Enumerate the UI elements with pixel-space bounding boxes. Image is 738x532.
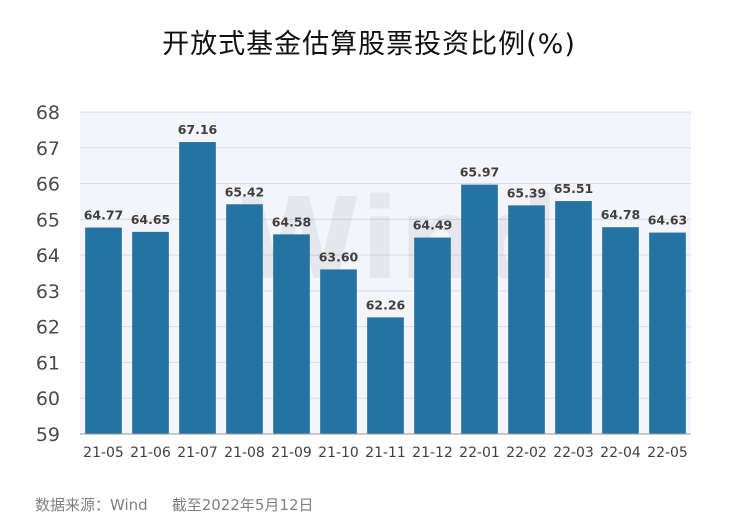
x-tick-label: 22-02 xyxy=(506,445,547,461)
y-tick-label: 67 xyxy=(36,138,60,160)
bar-value-label: 64.78 xyxy=(601,207,641,222)
x-tick-label: 21-11 xyxy=(365,445,406,461)
bar xyxy=(414,237,451,434)
bar xyxy=(649,232,686,434)
bar-value-label: 64.58 xyxy=(272,214,312,229)
bar xyxy=(132,231,169,434)
source-note: 数据来源：Wind 截至2022年5月12日 xyxy=(35,494,314,515)
bar-value-label: 62.26 xyxy=(366,297,406,312)
y-tick-label: 61 xyxy=(36,352,60,374)
x-tick-label: 21-05 xyxy=(83,445,124,461)
bar xyxy=(461,184,498,434)
y-tick-label: 60 xyxy=(36,388,60,410)
x-tick-label: 21-10 xyxy=(318,445,359,461)
bar xyxy=(179,142,216,434)
y-tick-label: 59 xyxy=(36,424,60,446)
value-labels: 64.77 64.65 67.16 65.42 64.58 63.60 62.26 64.49… xyxy=(84,122,688,312)
y-tick-label: 65 xyxy=(36,209,60,231)
y-tick-label: 63 xyxy=(36,281,60,303)
bar xyxy=(226,204,263,434)
bar-value-label: 64.65 xyxy=(131,212,171,227)
x-tick-label: 22-03 xyxy=(553,445,594,461)
bar xyxy=(320,269,357,434)
x-tick-label: 21-09 xyxy=(271,445,312,461)
bar xyxy=(85,227,122,434)
y-tick-label: 66 xyxy=(36,174,60,196)
bars xyxy=(85,142,686,434)
x-tick-label: 22-05 xyxy=(647,445,688,461)
x-tick-label: 21-12 xyxy=(412,445,453,461)
bar-value-label: 63.60 xyxy=(319,249,359,264)
source-text: 数据来源：Wind xyxy=(35,496,148,514)
bar-value-label: 65.42 xyxy=(225,184,265,199)
bar-value-label: 64.63 xyxy=(648,213,688,228)
bar-value-label: 65.51 xyxy=(554,181,594,196)
x-tick-label: 21-08 xyxy=(224,445,265,461)
chart-title: 开放式基金估算股票投资比例(%) xyxy=(162,29,576,60)
date-note: 截至2022年5月12日 xyxy=(171,496,314,514)
bar xyxy=(273,234,310,434)
y-axis: 59 60 61 62 63 64 65 66 67 68 xyxy=(36,102,60,446)
x-axis: 21-05 21-06 21-07 21-08 21-09 21-10 21-11 21-12… xyxy=(80,433,691,461)
y-tick-label: 62 xyxy=(36,317,60,339)
x-tick-label: 22-04 xyxy=(600,445,641,461)
bar-value-label: 65.39 xyxy=(507,185,547,200)
x-tick-label: 21-06 xyxy=(130,445,171,461)
bar xyxy=(367,317,404,434)
y-tick-label: 64 xyxy=(36,245,60,267)
bar-value-label: 67.16 xyxy=(178,122,218,137)
bar-value-label: 65.97 xyxy=(460,165,500,180)
bar xyxy=(508,205,545,434)
x-tick-label: 22-01 xyxy=(459,445,500,461)
x-tick-label: 21-07 xyxy=(177,445,218,461)
y-tick-label: 68 xyxy=(36,102,60,124)
bar-value-label: 64.49 xyxy=(413,218,453,233)
bar xyxy=(602,227,639,434)
bar xyxy=(555,201,592,434)
bar-value-label: 64.77 xyxy=(84,208,124,223)
